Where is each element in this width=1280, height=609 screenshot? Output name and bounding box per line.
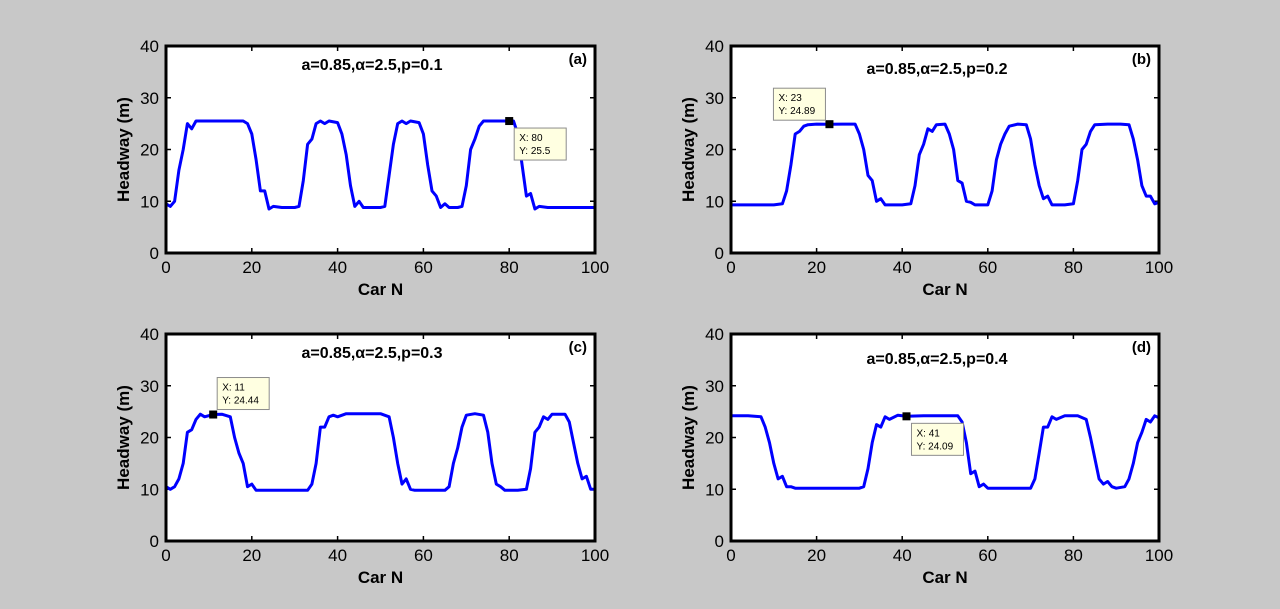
x-tick-label: 0 <box>161 546 170 565</box>
data-tip-box <box>910 422 964 456</box>
x-axis-label: Car N <box>358 280 403 299</box>
data-tip-x: X: 23 <box>778 93 802 104</box>
x-tick-label: 60 <box>414 258 433 277</box>
panel-label: (a) <box>569 51 587 68</box>
axes-box <box>729 332 1161 543</box>
chart-panel-d: 0 20 40 60 80 100 0 10 20 30 40 a=0.85,α=2.5,p=0.4 (… <box>679 325 1173 587</box>
y-tick-label: 0 <box>715 532 724 551</box>
x-tick-label: 0 <box>726 546 735 565</box>
x-tick-label: 40 <box>893 546 912 565</box>
plot-area <box>731 46 1159 253</box>
series-line-headway <box>165 119 595 211</box>
data-tip-y: Y: 24.44 <box>222 396 259 407</box>
y-axis-label: Headway (m) <box>114 97 133 202</box>
data-tip-marker[interactable] <box>902 412 911 421</box>
data-tip-y: Y: 24.09 <box>916 441 953 452</box>
chart-title: a=0.85,α=2.5,p=0.2 <box>866 61 1007 78</box>
x-tick-label: 20 <box>807 546 826 565</box>
x-tick-label: 20 <box>242 546 261 565</box>
chart-title: a=0.85,α=2.5,p=0.3 <box>301 345 442 362</box>
x-tick-label: 40 <box>328 546 347 565</box>
x-tick-label: 0 <box>161 258 170 277</box>
data-tip-box <box>772 87 826 121</box>
data-tip-marker[interactable] <box>825 120 834 129</box>
panel-label: (c) <box>569 339 587 356</box>
x-tick-label: 40 <box>893 258 912 277</box>
x-tick-label: 20 <box>807 258 826 277</box>
series-line-headway <box>165 412 595 492</box>
x-tick-label: 60 <box>978 546 997 565</box>
x-axis-label: Car N <box>922 568 967 587</box>
data-tip-x: X: 80 <box>519 133 543 144</box>
chart-panel-c: 0 20 40 60 80 100 0 10 20 30 40 a=0.85,α=2.5,p=0.3 (… <box>114 325 609 587</box>
x-tick-label: 80 <box>1064 546 1083 565</box>
y-tick-label: 30 <box>140 377 159 396</box>
y-tick-label: 40 <box>140 325 159 344</box>
x-tick-label: 100 <box>581 546 609 565</box>
data-tip-y: Y: 25.5 <box>519 146 551 157</box>
chart-panel-a: 0 20 40 60 80 100 0 10 20 30 40 a=0.85,α=2.5,p=0.1 (… <box>114 37 609 299</box>
data-tip-x: X: 11 <box>222 383 245 394</box>
y-tick-label: 10 <box>140 192 159 211</box>
y-tick-label: 40 <box>705 37 724 56</box>
x-tick-label: 40 <box>328 258 347 277</box>
panel-label: (d) <box>1132 339 1151 356</box>
x-tick-label: 80 <box>500 546 519 565</box>
data-tip[interactable]: X: 80 Y: 25.5 <box>505 117 567 161</box>
y-tick-label: 40 <box>140 37 159 56</box>
panels: 0 20 40 60 80 100010203040a=0.85,α=2.5,p=0.1(… <box>114 37 1173 587</box>
x-tick-label: 60 <box>414 546 433 565</box>
data-tip[interactable]: X: 41 Y: 24.09 <box>902 412 964 456</box>
axes-box <box>164 44 597 255</box>
x-tick-label: 80 <box>1064 258 1083 277</box>
y-tick-label: 20 <box>140 141 159 160</box>
y-tick-label: 10 <box>705 192 724 211</box>
series-line-headway <box>731 413 1160 490</box>
data-tip-box <box>513 127 567 161</box>
data-tip[interactable]: X: 11 Y: 24.44 <box>209 377 270 419</box>
y-tick-label: 0 <box>150 244 159 263</box>
chart-panel-b: 0 20 40 60 80 100 0 10 20 30 40 a=0.85,α=2.5,p=0.2 (… <box>679 37 1173 299</box>
axes-box <box>729 44 1161 255</box>
y-tick-label: 10 <box>705 480 724 499</box>
y-tick-label: 30 <box>705 377 724 396</box>
y-axis-label: Headway (m) <box>114 385 133 490</box>
x-tick-label: 100 <box>1145 258 1173 277</box>
data-tip-marker[interactable] <box>505 117 514 126</box>
y-tick-label: 0 <box>150 532 159 551</box>
x-tick-label: 100 <box>581 258 609 277</box>
panel-label: (b) <box>1132 51 1151 68</box>
plot-area <box>166 334 595 541</box>
chart-title: a=0.85,α=2.5,p=0.1 <box>301 57 442 74</box>
y-tick-label: 20 <box>705 429 724 448</box>
data-tip[interactable]: X: 23 Y: 24.89 <box>772 87 834 129</box>
y-tick-label: 30 <box>140 89 159 108</box>
x-tick-label: 0 <box>726 258 735 277</box>
x-tick-label: 20 <box>242 258 261 277</box>
x-tick-label: 100 <box>1145 546 1173 565</box>
data-tip-marker[interactable] <box>209 410 218 419</box>
y-tick-label: 20 <box>705 141 724 160</box>
x-axis-label: Car N <box>922 280 967 299</box>
y-axis-label: Headway (m) <box>679 385 698 490</box>
y-tick-label: 40 <box>705 325 724 344</box>
y-tick-label: 30 <box>705 89 724 108</box>
data-tip-y: Y: 24.89 <box>778 106 815 117</box>
axes-box <box>164 332 597 543</box>
y-axis-label: Headway (m) <box>679 97 698 202</box>
y-tick-label: 20 <box>140 429 159 448</box>
data-tip-x: X: 41 <box>916 428 940 439</box>
x-tick-label: 80 <box>500 258 519 277</box>
data-tip-box <box>216 377 270 411</box>
y-tick-label: 10 <box>140 480 159 499</box>
chart-title: a=0.85,α=2.5,p=0.4 <box>866 351 1007 368</box>
y-tick-label: 0 <box>715 244 724 263</box>
x-axis-label: Car N <box>358 568 403 587</box>
x-tick-label: 60 <box>978 258 997 277</box>
